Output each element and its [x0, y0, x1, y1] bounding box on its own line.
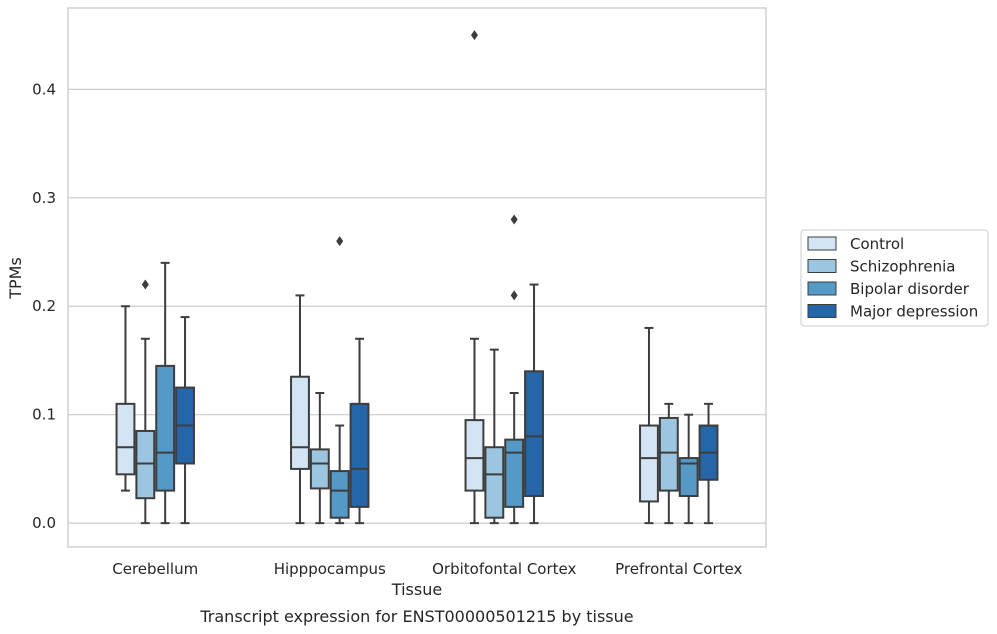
box-iqr [115, 402, 136, 476]
box-bipolar-disorder [329, 236, 350, 525]
x-axis-label: Tissue [391, 580, 442, 599]
box-groups [115, 30, 719, 525]
box-schizophrenia [484, 348, 505, 525]
box-iqr [329, 470, 350, 519]
box-bipolar-disorder [678, 413, 699, 525]
box-iqr [309, 448, 330, 490]
plot-frame [67, 7, 767, 548]
box-iqr [658, 416, 679, 492]
y-tick-label: 0.2 [32, 297, 56, 315]
legend-entry: Major depression [850, 303, 978, 321]
box-control [115, 305, 136, 492]
box-iqr [484, 446, 505, 519]
flier-point [336, 236, 344, 247]
box-iqr [678, 457, 699, 498]
box-iqr [639, 424, 659, 503]
box-iqr [290, 375, 310, 470]
flier-point [470, 30, 478, 41]
legend: Control Schizophrenia Bipolar disorder Majo… [800, 229, 989, 327]
legend-swatch [807, 304, 837, 318]
y-tick-label: 0.1 [32, 406, 56, 424]
y-tick-label: 0.3 [32, 189, 56, 207]
box-iqr [155, 364, 176, 492]
box-schizophrenia [658, 402, 679, 525]
legend-swatch [807, 236, 837, 251]
box-control [639, 326, 659, 525]
box-iqr [135, 429, 156, 500]
legend-entry: Control [850, 235, 904, 253]
box-control [464, 30, 485, 525]
legend-swatch [807, 259, 837, 273]
box-iqr [524, 370, 544, 498]
x-tick-label: Hipppocampus [274, 560, 386, 578]
y-axis-label: TPMs [6, 257, 25, 300]
y-tick-label: 0.4 [32, 80, 56, 98]
x-tick-label: Orbitofontal Cortex [432, 560, 576, 578]
x-tick-label: Prefrontal Cortex [615, 560, 742, 578]
flier-point [510, 214, 518, 225]
chart-caption: Transcript expression for ENST0000050121… [199, 607, 633, 626]
box-major-depression [698, 402, 719, 525]
y-axis-ticks: 0.0 0.1 0.2 0.3 0.4 [32, 80, 56, 532]
box-bipolar-disorder [504, 214, 525, 525]
legend-frame [800, 229, 989, 327]
y-tick-label: 0.0 [32, 514, 56, 532]
flier-point [141, 279, 149, 290]
box-iqr [464, 419, 485, 492]
box-bipolar-disorder [155, 261, 176, 525]
box-major-depression [175, 316, 195, 525]
box-major-depression [524, 283, 544, 525]
x-tick-label: Cerebellum [112, 560, 198, 578]
x-axis-ticks: Cerebellum Hipppocampus Orbitofontal Corte… [112, 560, 742, 578]
legend-swatch [807, 281, 837, 296]
box-iqr [349, 402, 370, 508]
flier-point [510, 290, 518, 301]
box-schizophrenia [135, 279, 156, 525]
box-schizophrenia [309, 392, 330, 525]
legend-entry: Bipolar disorder [850, 280, 970, 298]
legend-entry: Schizophrenia [850, 258, 955, 276]
box-control [290, 294, 310, 525]
box-major-depression [349, 337, 370, 525]
box-iqr [504, 438, 525, 508]
